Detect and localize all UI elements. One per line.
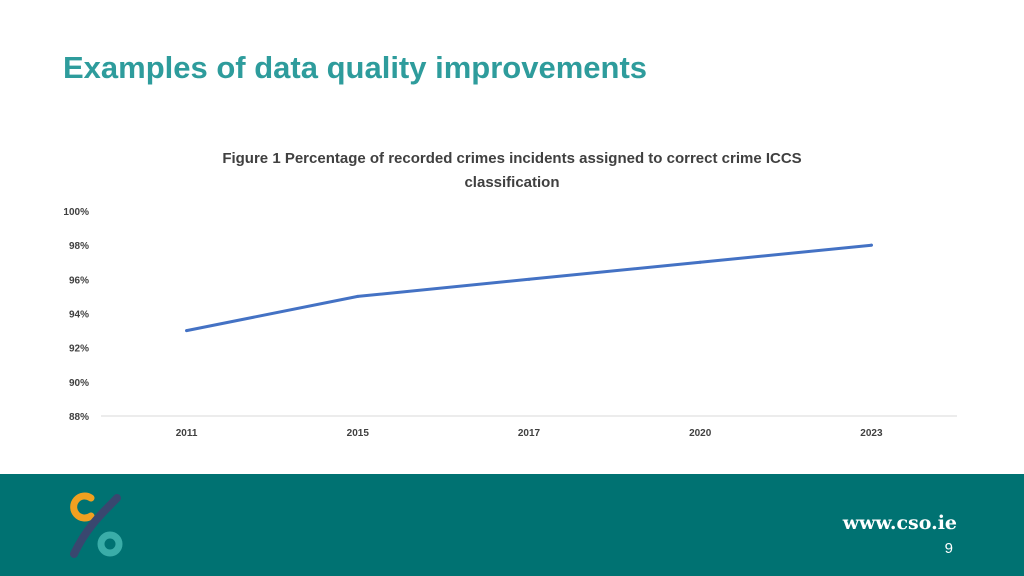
site-url: www.cso.ie [842, 512, 957, 534]
y-tick-label: 88% [69, 412, 89, 423]
data-point [698, 260, 702, 264]
x-tick-label: 2020 [689, 428, 712, 439]
cso-logo-icon [70, 492, 123, 558]
data-point [869, 243, 873, 247]
page-number: 9 [944, 540, 953, 557]
x-tick-label: 2017 [518, 428, 541, 439]
y-tick-label: 96% [69, 275, 89, 286]
y-tick-label: 90% [69, 378, 89, 389]
data-point [527, 277, 531, 281]
y-tick-label: 100% [63, 207, 89, 218]
chart-title-line: Figure 1 Percentage of recorded crimes i… [222, 150, 801, 167]
line-chart: Figure 1 Percentage of recorded crimes i… [63, 150, 957, 439]
x-tick-label: 2023 [860, 428, 883, 439]
slide-title: Examples of data quality improvements [63, 50, 648, 85]
data-point [185, 329, 189, 333]
y-tick-label: 94% [69, 310, 89, 321]
x-tick-label: 2015 [347, 428, 370, 439]
data-point [356, 294, 360, 298]
y-tick-label: 92% [69, 344, 89, 355]
y-tick-label: 98% [69, 241, 89, 252]
footer-bar: www.cso.ie 9 [0, 474, 1024, 576]
chart-title-line: classification [464, 174, 559, 191]
x-tick-label: 2011 [176, 428, 198, 439]
series-line [185, 243, 873, 333]
